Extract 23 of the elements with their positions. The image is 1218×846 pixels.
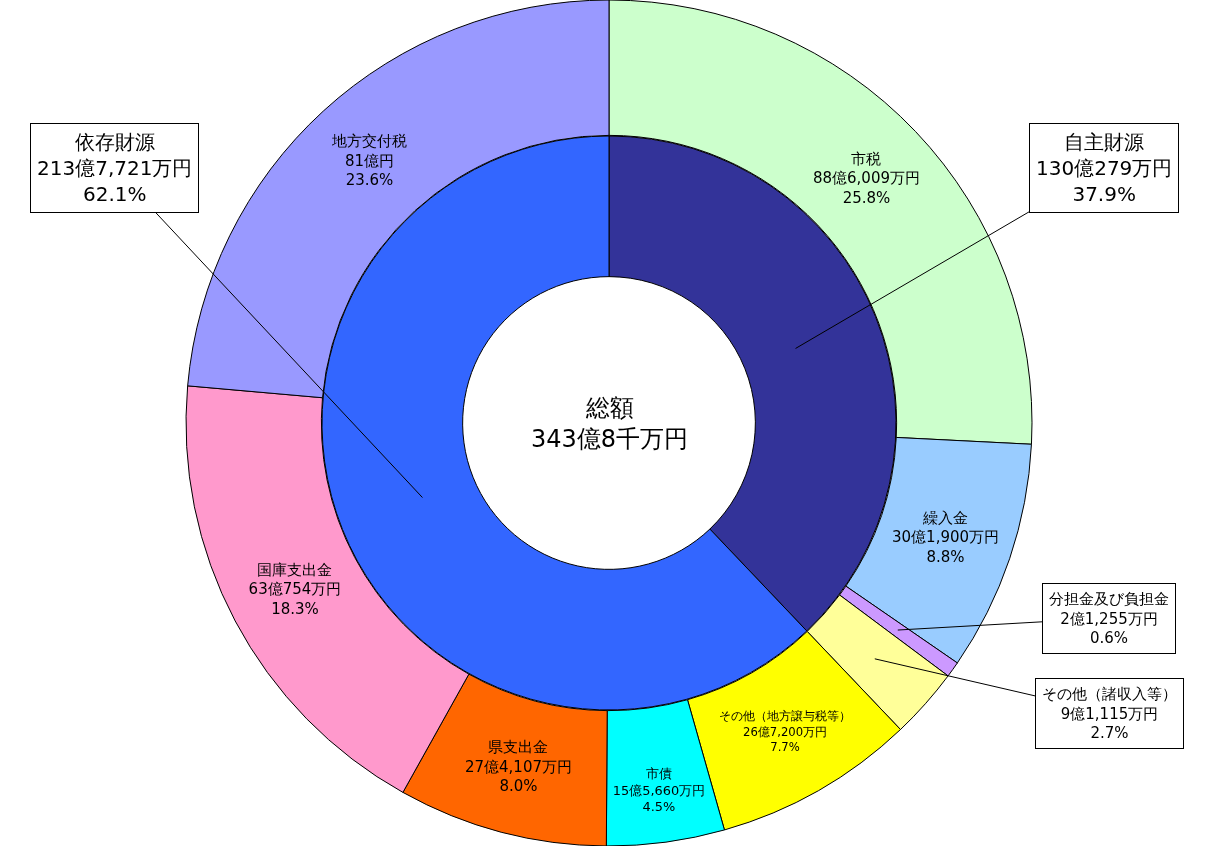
slice-label: 県支出金 [488, 738, 549, 757]
data-label: 213億7,721万円 62.1% [37, 156, 193, 206]
data-label: 88億6,009万円 25.8% [812, 169, 920, 207]
slice-label: 国庫支出金 [257, 560, 333, 579]
data-label: 81億円 23.6% [344, 151, 395, 190]
slice-label: 分担金及び負担金 [1049, 590, 1169, 608]
data-label: 26億7,200万円 7.7% [743, 724, 828, 754]
data-label: 30億1,900万円 8.8% [892, 528, 1000, 566]
slice-label: その他（地方譲与税等） [719, 709, 852, 724]
slice-label: 依存財源 [74, 130, 155, 154]
data-label: 15億5,660万円 4.5% [612, 782, 706, 815]
slice-label: 市税 [851, 149, 882, 168]
slice-label: 市債 [645, 765, 672, 781]
data-label: 2億1,255万円 0.6% [1060, 609, 1158, 647]
slice-label: 自主財源 [1064, 130, 1145, 154]
slice-label: 地方交付税 [331, 132, 408, 151]
data-label: 63億754万円 18.3% [248, 580, 342, 618]
slice-label: 繰入金 [922, 508, 969, 527]
text: 総額 343億8千万円 [531, 394, 689, 454]
data-label: 9億1,115万円 2.7% [1060, 704, 1159, 742]
slice-label: その他（諸収入等） [1042, 685, 1177, 703]
data-label: 130億279万円 37.9% [1036, 156, 1173, 206]
data-label: 27億4,107万円 8.0% [464, 757, 572, 796]
